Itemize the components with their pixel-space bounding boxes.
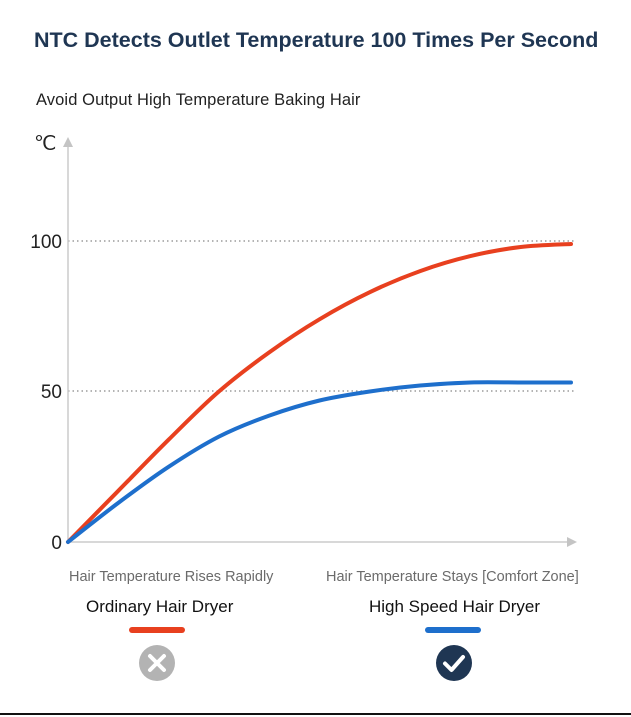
bottom-divider	[0, 713, 631, 715]
check-icon	[436, 645, 472, 681]
x-axis-arrow-icon	[567, 537, 577, 547]
axes	[63, 137, 577, 547]
y-axis-unit: ℃	[34, 133, 56, 155]
legend-swatch-high-speed	[425, 627, 481, 633]
y-tick-label-50: 50	[41, 382, 62, 403]
series-layer	[66, 242, 573, 544]
legend-label-high-speed: High Speed Hair Dryer	[369, 597, 541, 616]
legend-swatch-ordinary	[129, 627, 185, 633]
y-tick-label-100: 100	[30, 232, 62, 253]
y-tick-label-0: 0	[51, 533, 62, 554]
series-line-high-speed	[66, 380, 573, 544]
legend-label-ordinary: Ordinary Hair Dryer	[86, 597, 234, 616]
chart-subtitle: Avoid Output High Temperature Baking Hai…	[36, 91, 361, 109]
grid-lines	[68, 240, 575, 392]
x-caption-rises: Hair Temperature Rises Rapidly	[69, 569, 274, 585]
cross-icon	[139, 645, 175, 681]
series-line-ordinary	[66, 242, 573, 544]
y-axis-arrow-icon	[63, 137, 73, 147]
chart-title: NTC Detects Outlet Temperature 100 Times…	[34, 28, 599, 52]
x-caption-stays: Hair Temperature Stays [Comfort Zone]	[326, 569, 579, 585]
